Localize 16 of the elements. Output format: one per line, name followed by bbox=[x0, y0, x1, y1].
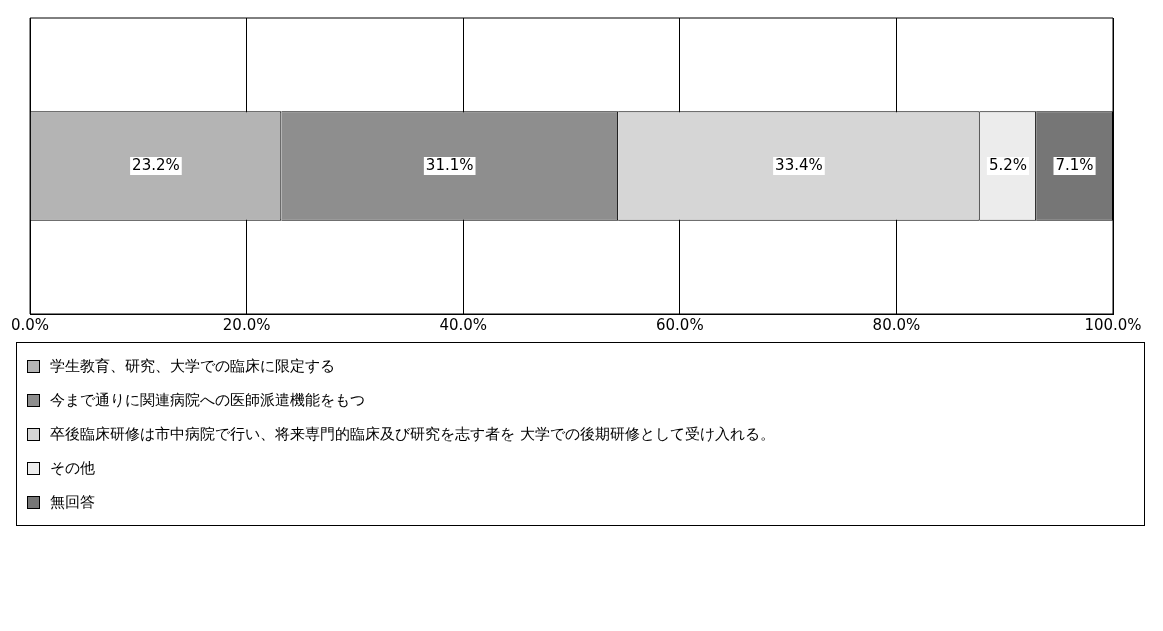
data-label: 5.2% bbox=[988, 155, 1028, 174]
x-tick-label: 40.0% bbox=[439, 315, 488, 334]
legend-label: 無回答 bbox=[50, 492, 95, 512]
x-tick-label: 20.0% bbox=[222, 315, 271, 334]
x-tick-label: 80.0% bbox=[872, 315, 921, 334]
data-label: 31.1% bbox=[425, 155, 474, 174]
x-tick-label: 60.0% bbox=[655, 315, 704, 334]
data-label: 33.4% bbox=[775, 155, 823, 174]
legend-label: 学生教育、研究、大学での臨床に限定する bbox=[50, 356, 335, 376]
x-tick-label: 100.0% bbox=[1084, 315, 1142, 334]
data-label: 23.2% bbox=[132, 155, 180, 174]
x-tick-label: 0.0% bbox=[11, 315, 50, 334]
legend-label: その他 bbox=[50, 458, 95, 478]
legend-label: 卒後臨床研修は市中病院で行い、将来専門的臨床及び研究を志す者を 大学での後期研修として受け入れる。 bbox=[50, 424, 775, 444]
legend-label: 今まで通りに関連病院への医師派遣機能をもつ bbox=[50, 390, 365, 410]
data-label: 7.1% bbox=[1055, 155, 1094, 174]
